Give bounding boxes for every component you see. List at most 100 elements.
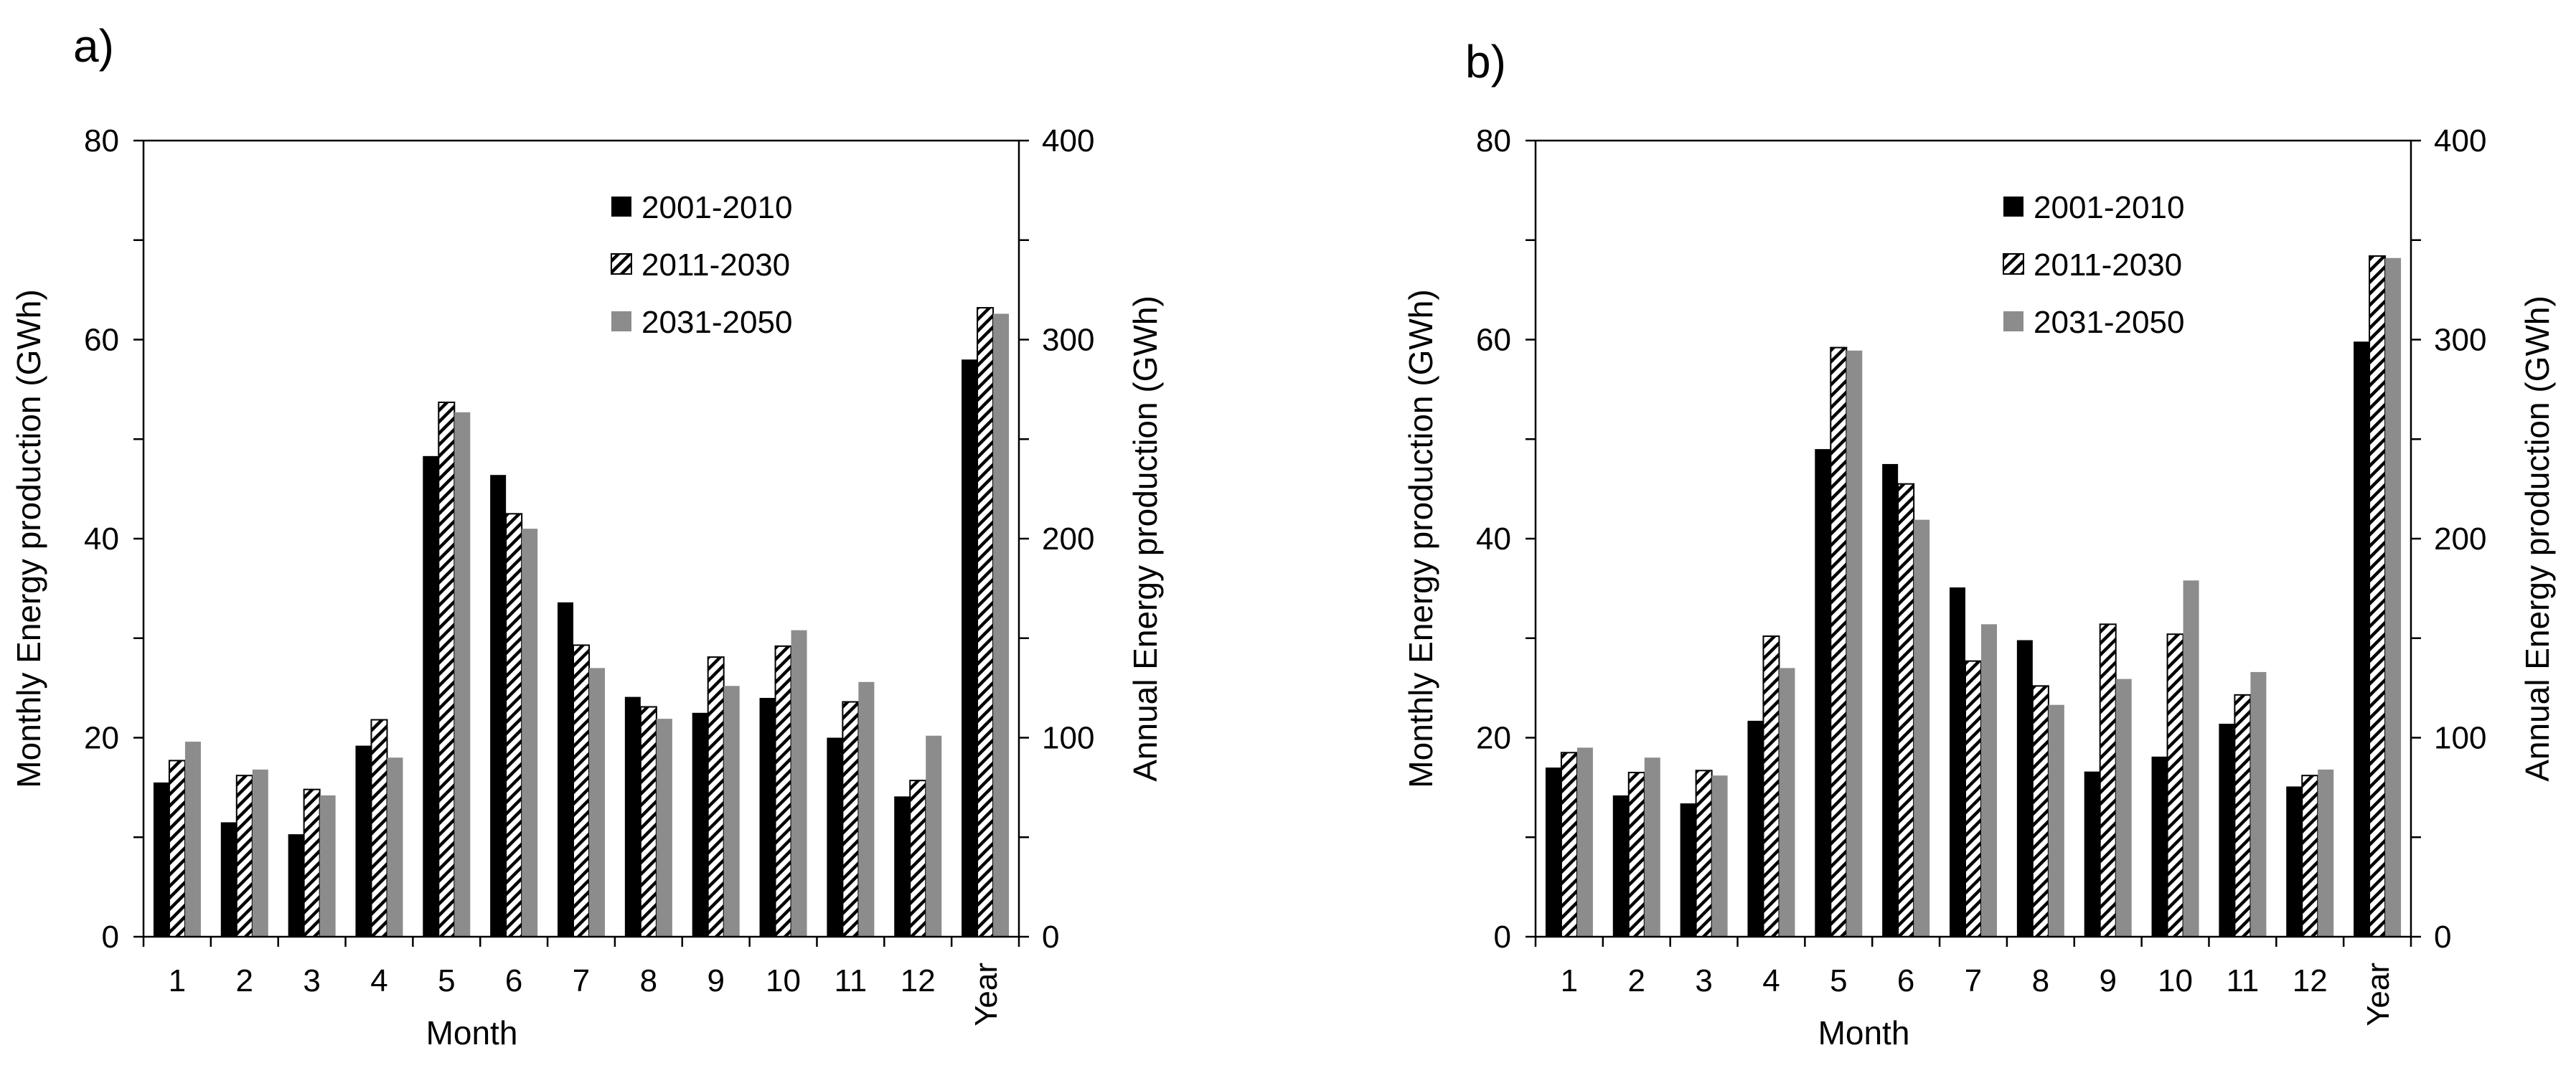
y-tick-label-right: 300 xyxy=(2434,323,2486,358)
x-tick-label: 5 xyxy=(1830,963,1847,998)
y-tick-label-left: 60 xyxy=(84,323,119,358)
bar-2011-2030-8 xyxy=(2031,685,2049,937)
x-tick-label-year: Year xyxy=(2361,963,2396,1026)
legend-label: 2031-2050 xyxy=(2034,305,2184,340)
panel-label: a) xyxy=(73,20,114,72)
bar-2031-2050-7 xyxy=(1981,624,1997,937)
x-tick-label: 3 xyxy=(303,963,320,998)
x-tick-label: 1 xyxy=(169,963,186,998)
bar-2031-2050-6 xyxy=(1914,519,1930,937)
x-tick-label: 5 xyxy=(438,963,455,998)
legend-label: 2031-2050 xyxy=(641,305,792,340)
panel-label: b) xyxy=(1465,36,1506,88)
y-axis-title-left: Monthly Energy production (GWh) xyxy=(1402,289,1439,788)
bar-2011-2030-1 xyxy=(1560,752,1578,937)
bar-2031-2050-5 xyxy=(1846,350,1863,937)
y-tick-label-left: 0 xyxy=(1494,920,1511,955)
bar-2011-2030-4 xyxy=(1762,635,1780,937)
y-axis-title-right: Annual Energy production (GWh) xyxy=(1127,296,1164,782)
bar-2031-2050-2 xyxy=(252,769,268,937)
bar-2001-2010-5 xyxy=(423,455,439,937)
y-tick-label-left: 40 xyxy=(84,521,119,557)
bar-2011-2030-9 xyxy=(2099,623,2117,937)
x-tick-label: 2 xyxy=(1628,963,1645,998)
bar-2011-2030-2 xyxy=(235,775,253,937)
bar-2011-2030-11 xyxy=(2234,694,2252,938)
bar-2011-2030-8 xyxy=(639,706,657,937)
x-tick-label: 10 xyxy=(2158,963,2193,998)
bar-2011-2030-5 xyxy=(438,401,456,937)
bar-2001-2010-9 xyxy=(692,712,708,937)
bar-2001-2010-10 xyxy=(759,698,776,937)
x-tick-label: 7 xyxy=(1965,963,1982,998)
bar-2001-2010-3 xyxy=(1680,803,1696,937)
y-tick-label-right: 100 xyxy=(1042,721,1094,756)
bars xyxy=(1545,255,2402,938)
x-tick-label: 12 xyxy=(2293,963,2328,998)
bar-2001-2010-1 xyxy=(153,782,169,937)
bar-2011-2030-3 xyxy=(1695,770,1713,937)
bar-2031-2050-10 xyxy=(2183,580,2199,937)
bar-2031-2050-1 xyxy=(184,742,201,937)
bar-2011-2030-7 xyxy=(1965,660,1982,937)
bar-2001-2010-10 xyxy=(2151,756,2168,937)
bar-2001-2010-11 xyxy=(827,737,843,937)
bar-2031-2050-3 xyxy=(319,795,336,937)
bar-2001-2010-5 xyxy=(1815,449,1831,937)
legend-swatch-2011-2030 xyxy=(2003,253,2024,275)
bar-2011-2030-7 xyxy=(573,644,590,938)
y-tick-label-right: 100 xyxy=(2434,721,2486,756)
bar-2031-2050-12 xyxy=(926,735,942,937)
bar-2031-2050-1 xyxy=(1576,747,1593,937)
bar-2031-2050-8 xyxy=(2048,704,2064,937)
bar-2011-2030-6 xyxy=(505,513,523,937)
bar-2001-2010-7 xyxy=(1950,587,1965,937)
legend: 2001-2010 2011-2030 2031-2050 xyxy=(2003,190,2184,340)
bar-2001-2010-3 xyxy=(288,834,304,937)
x-tick-label-year: Year xyxy=(969,963,1004,1026)
x-tick-label: 2 xyxy=(236,963,253,998)
bar-2001-2010-2 xyxy=(220,822,237,937)
x-tick-label: 6 xyxy=(505,963,522,998)
bar-2031-2050-11 xyxy=(858,681,875,937)
bar-2031-2050-8 xyxy=(656,719,672,937)
bar-2011-2030-1 xyxy=(168,760,186,937)
legend-swatch-2031-2050 xyxy=(611,311,631,331)
bar-2001-2010-4 xyxy=(1747,720,1764,937)
bar-2011-2030-4 xyxy=(370,719,388,938)
x-tick-label: 11 xyxy=(2227,963,2260,998)
bar-2011-2030-5 xyxy=(1830,346,1848,938)
bar-2001-2010-11 xyxy=(2219,724,2235,937)
bar-2001-2010-Year xyxy=(962,359,978,937)
y-tick-label-left: 60 xyxy=(1476,323,1511,358)
bar-2011-2030-Year xyxy=(977,307,995,938)
y-tick-label-right: 200 xyxy=(2434,521,2486,557)
bar-2031-2050-Year xyxy=(993,313,1010,937)
y-axis-title-left: Monthly Energy production (GWh) xyxy=(10,289,47,788)
bar-2031-2050-6 xyxy=(522,529,538,937)
legend-label: 2011-2030 xyxy=(641,247,790,283)
y-tick-label-right: 0 xyxy=(2434,920,2451,955)
y-tick-label-left: 0 xyxy=(102,920,119,955)
bar-2001-2010-Year xyxy=(2354,341,2370,937)
bar-2031-2050-Year xyxy=(2385,257,2402,937)
x-tick-label: 11 xyxy=(835,963,868,998)
x-tick-label: 4 xyxy=(370,963,387,998)
legend-swatch-2031-2050 xyxy=(2003,311,2023,331)
y-tick-label-right: 400 xyxy=(1042,123,1094,159)
y-tick-label-right: 0 xyxy=(1042,920,1059,955)
bar-2031-2050-10 xyxy=(791,630,807,937)
bar-2001-2010-12 xyxy=(894,796,911,937)
bar-2031-2050-2 xyxy=(1644,757,1660,937)
legend-label: 2001-2010 xyxy=(641,190,792,225)
bar-2011-2030-12 xyxy=(2301,775,2319,937)
bar-2011-2030-Year xyxy=(2369,255,2387,937)
y-tick-label-left: 20 xyxy=(84,721,119,756)
bar-2031-2050-9 xyxy=(2115,679,2132,937)
bar-2031-2050-9 xyxy=(723,686,740,937)
bar-2011-2030-6 xyxy=(1897,483,1915,937)
y-tick-label-right: 200 xyxy=(1042,521,1094,557)
y-tick-label-left: 80 xyxy=(84,123,119,159)
